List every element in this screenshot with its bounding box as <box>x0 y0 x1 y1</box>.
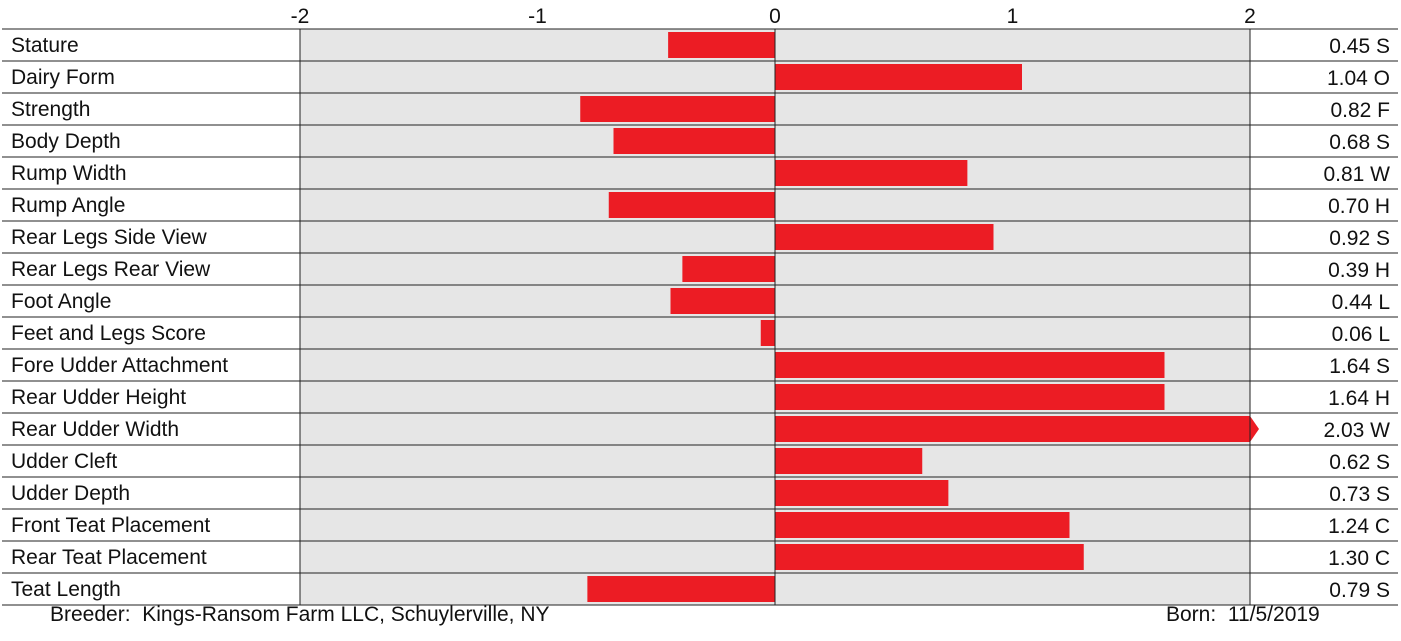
trait-label: Rump Angle <box>11 194 125 217</box>
bar <box>775 384 1165 410</box>
trait-label: Rear Legs Rear View <box>11 258 211 281</box>
trait-label: Rump Width <box>11 162 127 185</box>
bar <box>775 352 1165 378</box>
trait-label: Strength <box>11 98 90 121</box>
trait-label: Fore Udder Attachment <box>11 354 228 377</box>
value-label: 1.30 C <box>1328 547 1390 570</box>
trait-label: Stature <box>11 34 79 57</box>
born-text: Born: 11/5/2019 <box>1166 603 1320 626</box>
trait-label: Rear Udder Height <box>11 386 186 409</box>
value-label: 0.06 L <box>1332 323 1390 346</box>
value-label: 1.64 S <box>1329 355 1390 378</box>
bar <box>775 64 1022 90</box>
value-label: 0.82 F <box>1330 99 1390 122</box>
value-label: 0.79 S <box>1329 579 1390 602</box>
trait-label: Foot Angle <box>11 290 111 313</box>
value-label: 1.04 O <box>1327 67 1390 90</box>
trait-label: Dairy Form <box>11 66 115 89</box>
bar <box>775 224 994 250</box>
x-tick-label: 1 <box>1007 5 1019 28</box>
trait-label: Rear Udder Width <box>11 418 179 441</box>
bar <box>775 448 923 474</box>
bar <box>682 256 775 282</box>
value-label: 0.39 H <box>1328 259 1390 282</box>
bar <box>608 192 775 218</box>
bar <box>775 416 1259 442</box>
value-label: 0.68 S <box>1329 131 1390 154</box>
value-label: 0.73 S <box>1329 483 1390 506</box>
value-label: 0.70 H <box>1328 195 1390 218</box>
bar <box>775 160 968 186</box>
trait-label: Front Teat Placement <box>11 514 210 537</box>
trait-label: Teat Length <box>11 578 121 601</box>
trait-label: Feet and Legs Score <box>11 322 206 345</box>
bar <box>775 480 949 506</box>
value-label: 0.92 S <box>1329 227 1390 250</box>
x-tick-label: -1 <box>528 5 547 28</box>
x-tick-label: 0 <box>769 5 781 28</box>
bar <box>775 544 1084 570</box>
value-label: 0.45 S <box>1329 35 1390 58</box>
value-label: 0.62 S <box>1329 451 1390 474</box>
value-label: 1.24 C <box>1328 515 1390 538</box>
trait-label: Body Depth <box>11 130 121 153</box>
trait-label: Udder Depth <box>11 482 130 505</box>
trait-label: Udder Cleft <box>11 450 117 473</box>
value-label: 0.81 W <box>1323 163 1390 186</box>
bar <box>668 32 775 58</box>
bar <box>775 512 1070 538</box>
breeder-text: Breeder: Kings-Ransom Farm LLC, Schuyler… <box>50 603 550 626</box>
bar <box>587 576 775 602</box>
bar <box>670 288 775 314</box>
bar <box>613 128 775 154</box>
trait-label: Rear Teat Placement <box>11 546 207 569</box>
x-tick-label: 2 <box>1244 5 1256 28</box>
value-label: 0.44 L <box>1332 291 1390 314</box>
bar <box>580 96 775 122</box>
x-tick-label: -2 <box>291 5 310 28</box>
value-label: 2.03 W <box>1323 419 1390 442</box>
value-label: 1.64 H <box>1328 387 1390 410</box>
trait-label: Rear Legs Side View <box>11 226 208 249</box>
bar <box>760 320 775 346</box>
